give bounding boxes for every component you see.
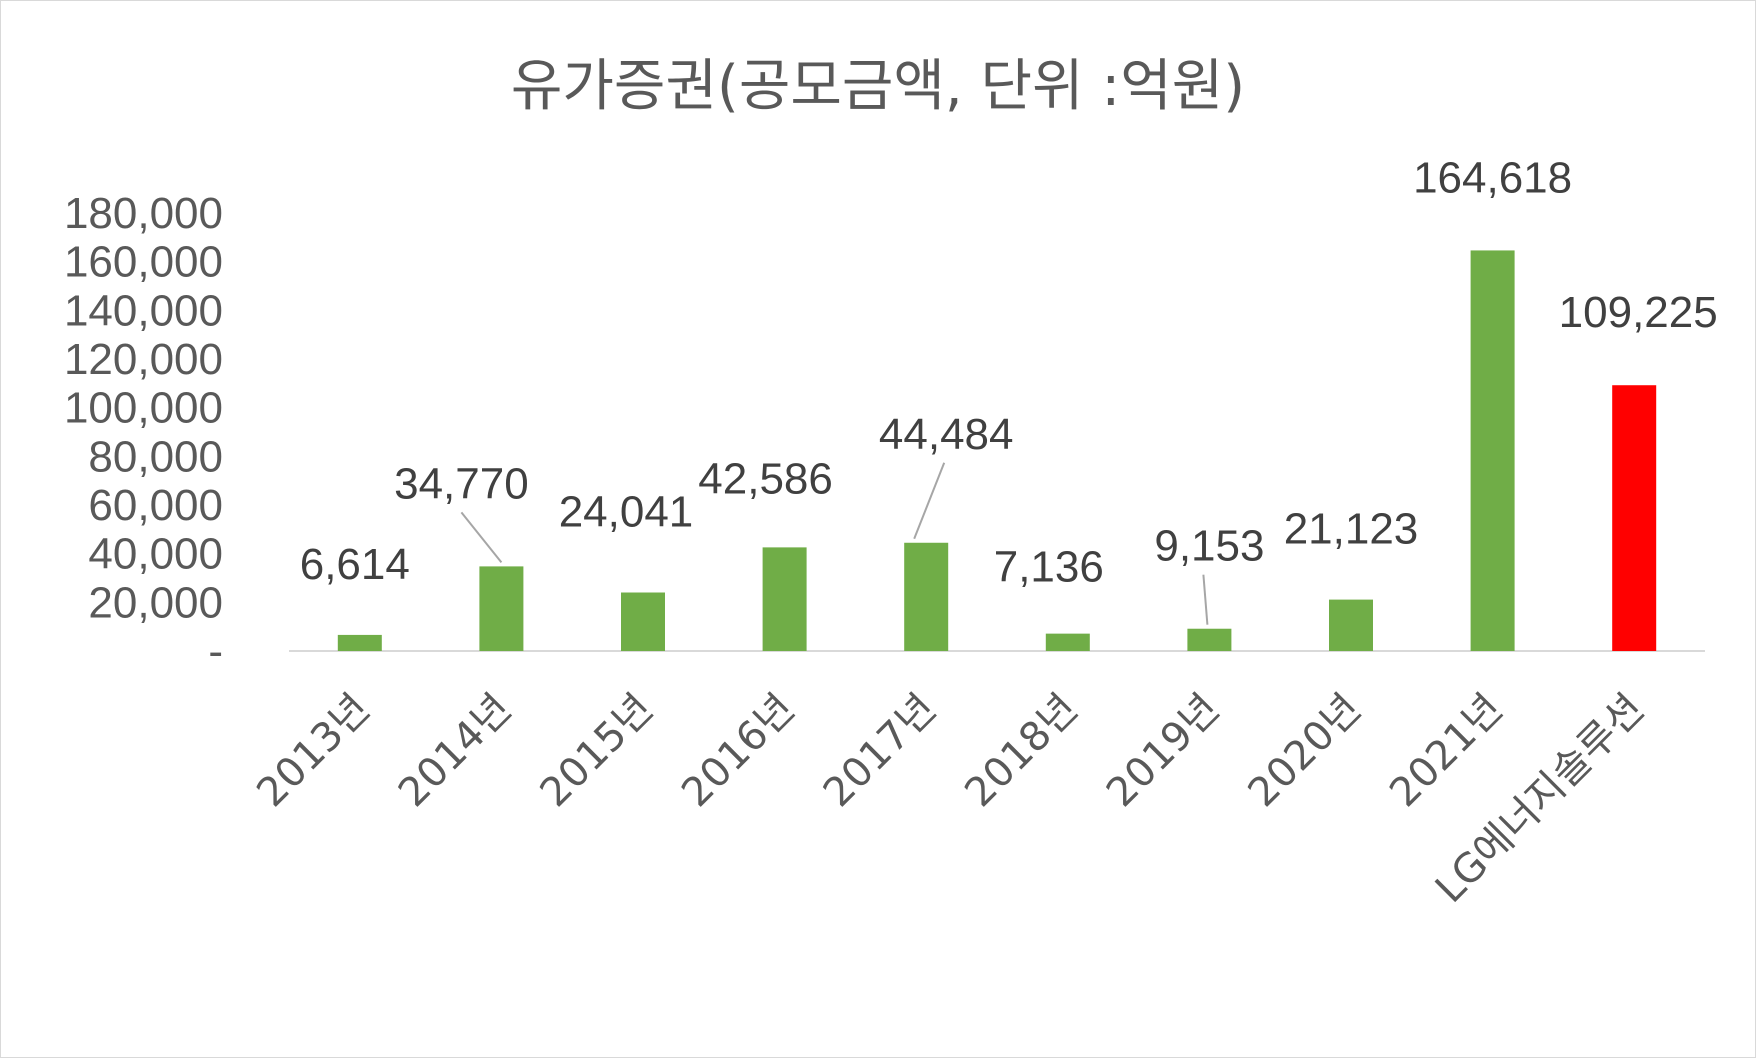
- y-tick-label: 80,000: [88, 432, 223, 481]
- bar: [621, 592, 665, 651]
- bar: [1612, 385, 1657, 651]
- y-tick-label: 60,000: [88, 481, 223, 530]
- y-tick-label: 160,000: [64, 238, 223, 287]
- y-tick-label: 120,000: [64, 335, 223, 384]
- category-label: 2017년: [815, 686, 946, 817]
- bar: [1187, 628, 1232, 651]
- bar: [479, 566, 524, 651]
- leader-lines: [460, 462, 1209, 625]
- bar: [762, 547, 807, 651]
- leader-line: [460, 511, 503, 564]
- y-tick-label: 180,000: [64, 189, 223, 238]
- y-tick-label: -: [208, 627, 223, 676]
- bar: [1470, 250, 1515, 651]
- data-label: 7,136: [994, 543, 1104, 592]
- category-label: 2018년: [956, 686, 1087, 817]
- category-label: 2014년: [390, 686, 521, 817]
- bars: [337, 250, 1657, 651]
- data-label: 21,123: [1284, 505, 1419, 554]
- y-tick-label: 40,000: [88, 530, 223, 579]
- category-label: 2019년: [1098, 686, 1229, 817]
- y-tick-label: 20,000: [88, 578, 223, 627]
- category-label: 2016년: [673, 686, 804, 817]
- category-label: 2020년: [1240, 686, 1371, 817]
- data-label: 6,614: [300, 540, 410, 589]
- bar: [1329, 599, 1373, 651]
- category-label: 2015년: [532, 686, 663, 817]
- chart-title: 유가증권(공모금액, 단위 :억원): [510, 54, 1246, 119]
- leader-line: [913, 462, 946, 540]
- y-tick-label: 140,000: [64, 286, 223, 335]
- leader-line: [1202, 574, 1209, 625]
- data-label: 34,770: [394, 459, 529, 508]
- bar: [904, 542, 949, 651]
- category-label: 2013년: [248, 686, 379, 817]
- data-label: 24,041: [559, 488, 694, 537]
- y-tick-label: 100,000: [64, 384, 223, 433]
- data-label: 42,586: [698, 454, 833, 503]
- bar: [337, 634, 382, 651]
- bar: [1045, 633, 1090, 651]
- category-labels: 2013년 2014년 2015년 2016년 2017년 2018년 2019년 2020년…: [248, 686, 1653, 912]
- data-label: 109,225: [1559, 288, 1718, 337]
- data-label: 164,618: [1413, 153, 1572, 202]
- data-label: 44,484: [879, 410, 1014, 459]
- category-label: 2021년: [1381, 686, 1512, 817]
- data-label: 9,153: [1154, 522, 1264, 571]
- y-axis: -20,00040,00060,00080,000100,000120,0001…: [64, 189, 223, 676]
